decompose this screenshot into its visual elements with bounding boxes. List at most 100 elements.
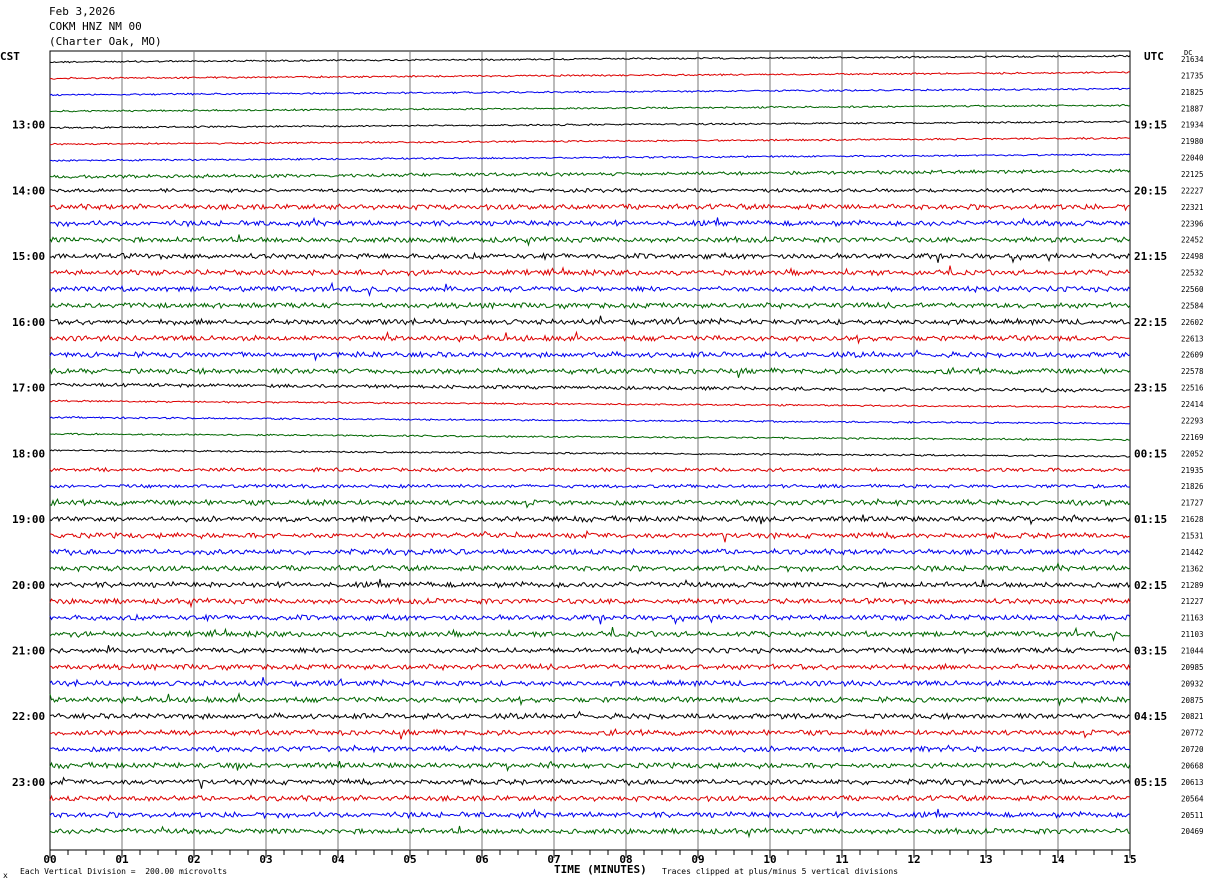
x-axis-title: TIME (MINUTES) [554,863,647,876]
dc-offset-label: 21442 [1181,548,1204,557]
seismic-trace [49,645,1131,655]
label-layer: 00 01 02 03 04 05 06 07 08 09 10 11 12 13 14 15 21634 217… [12,55,1204,866]
dc-offset-label: 22125 [1181,170,1204,179]
clip-note: Traces clipped at plus/minus 5 vertical … [662,867,899,876]
seismic-trace [49,728,1131,740]
dc-offset-label: 20469 [1181,827,1204,836]
dc-offset-label: 22584 [1181,301,1204,310]
dc-offset-label: 22609 [1181,351,1204,360]
footer-mark: x [3,871,8,880]
seismic-trace [49,662,1131,672]
x-tick-label: 06 [475,853,489,866]
dc-offset-label: 21163 [1181,614,1204,623]
dc-offset-label: 20875 [1181,696,1204,705]
dc-offset-label: 20932 [1181,679,1204,688]
date-label: Feb 3,2026 [49,5,116,18]
x-tick-label: 04 [331,853,345,866]
dc-offset-label: 21980 [1181,137,1204,146]
scale-note: Each Vertical Division = 200.00 microvol… [20,867,228,876]
seismic-trace [49,216,1131,228]
dc-offset-label: 21935 [1181,466,1204,475]
dc-offset-label: 22452 [1181,236,1204,245]
x-tick-label: 15 [1123,853,1136,866]
right-hour-label: 04:15 [1134,710,1167,723]
seismic-trace [49,71,1131,80]
right-hour-label: 01:15 [1134,513,1167,526]
right-hour-label: 22:15 [1134,316,1167,329]
seismic-trace [49,399,1131,409]
seismic-trace [49,168,1131,179]
seismic-trace [49,432,1131,442]
left-hour-label: 22:00 [12,710,45,723]
dc-offset-label: 22227 [1181,186,1204,195]
seismic-trace [49,529,1131,543]
dc-offset-label: 21887 [1181,104,1204,113]
seismic-trace [49,315,1131,327]
x-tick-label: 10 [763,853,776,866]
dc-offset-label: 21934 [1181,121,1204,130]
seismic-trace [49,547,1131,557]
seismic-trace [49,449,1131,458]
seismic-trace [49,103,1131,113]
dc-offset-label: 21727 [1181,499,1204,508]
left-hour-label: 14:00 [12,184,45,197]
right-timezone-label: UTC [1144,50,1164,63]
dc-offset-label: 20985 [1181,663,1204,672]
left-hour-label: 13:00 [12,119,45,132]
right-hour-label: 23:15 [1134,382,1167,395]
left-hour-label: 15:00 [12,250,45,263]
dc-offset-label: 20720 [1181,745,1204,754]
seismic-trace [49,382,1131,393]
seismic-trace [49,825,1131,839]
dc-offset-label: 20821 [1181,712,1204,721]
dc-offset-label: 22602 [1181,318,1204,327]
dc-offset-label: 20511 [1181,811,1204,820]
seismic-trace [49,578,1131,589]
plot-frame [49,50,1131,851]
seismic-trace [49,330,1131,345]
seismic-trace [49,808,1131,820]
dc-offset-label: 20668 [1181,761,1204,770]
left-hour-label: 17:00 [12,382,45,395]
seismic-trace [49,87,1131,97]
dc-offset-label: 21825 [1181,88,1204,97]
x-tick-label: 08 [619,853,632,866]
right-hour-label: 05:15 [1134,776,1167,789]
dc-offset-label: 21531 [1181,531,1204,540]
dc-offset-label: 21362 [1181,564,1204,573]
x-tick-label: 12 [907,853,920,866]
x-tick-label: 02 [187,853,200,866]
dc-offset-label: 22516 [1181,384,1204,393]
dc-offset-label: 21044 [1181,646,1204,655]
right-hour-label: 00:15 [1134,447,1167,460]
dc-offset-label: 22532 [1181,269,1204,278]
seismic-trace [49,54,1131,64]
dc-offset-label: 21227 [1181,597,1204,606]
seismic-trace [49,416,1131,425]
seismic-trace [49,136,1131,146]
seismic-trace [49,514,1131,526]
seismic-trace [49,466,1131,473]
seismic-trace [49,776,1131,789]
seismic-trace [49,251,1131,264]
left-hour-label: 19:00 [12,513,45,526]
seismic-trace [49,744,1131,754]
seismic-trace [49,710,1131,721]
x-tick-label: 11 [835,853,849,866]
dc-offset-label: 22560 [1181,285,1204,294]
seismic-trace [49,153,1131,162]
seismic-trace [49,613,1131,626]
dc-offset-label: 22321 [1181,203,1204,212]
dc-offset-label: 21103 [1181,630,1204,639]
dc-offset-label: 22052 [1181,449,1204,458]
location-label: (Charter Oak, MO) [49,35,162,48]
left-timezone-label: CST [0,50,20,63]
dc-offset-label: 20772 [1181,729,1204,738]
right-hour-label: 02:15 [1134,579,1167,592]
left-hour-label: 23:00 [12,776,45,789]
x-tick-label: 03 [259,853,272,866]
seismic-trace [49,794,1131,803]
dc-offset-label: 21289 [1181,581,1204,590]
seismic-trace [49,561,1131,573]
